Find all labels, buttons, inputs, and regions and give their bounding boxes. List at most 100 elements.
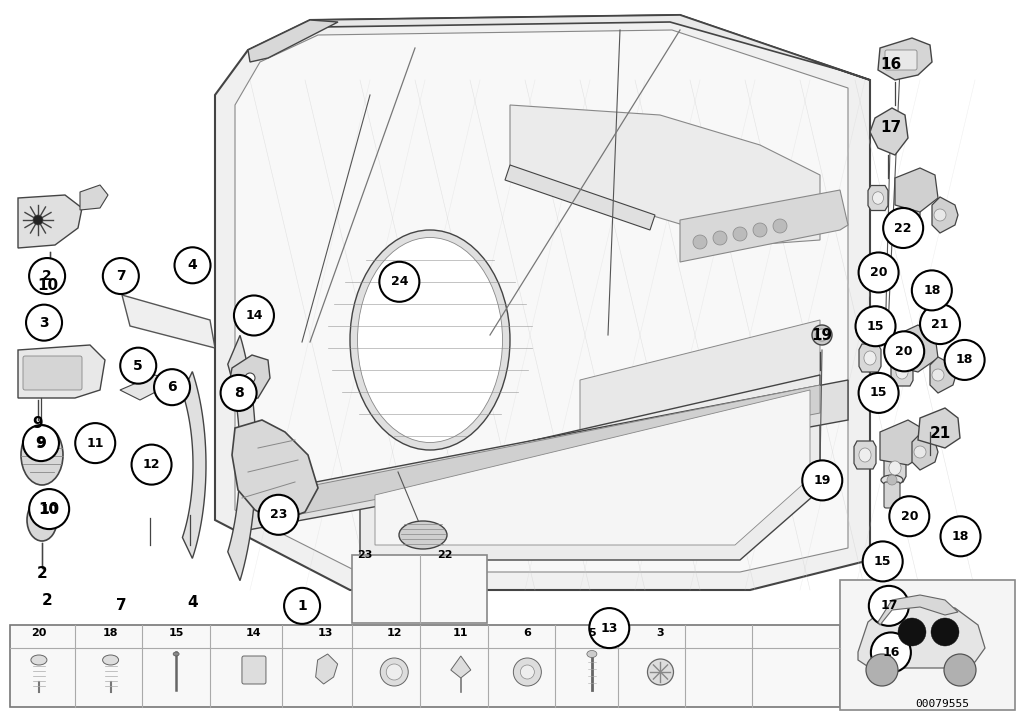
- Circle shape: [868, 586, 909, 626]
- Ellipse shape: [173, 652, 179, 656]
- Text: 15: 15: [168, 628, 184, 638]
- Circle shape: [802, 460, 843, 500]
- Circle shape: [131, 445, 172, 485]
- Polygon shape: [868, 186, 888, 211]
- Circle shape: [753, 223, 767, 237]
- Circle shape: [858, 373, 899, 413]
- Text: 5: 5: [588, 628, 596, 638]
- Polygon shape: [510, 105, 820, 245]
- Ellipse shape: [27, 499, 57, 541]
- Circle shape: [29, 258, 66, 294]
- Circle shape: [120, 348, 157, 384]
- Ellipse shape: [864, 351, 877, 365]
- Ellipse shape: [889, 461, 901, 475]
- Polygon shape: [858, 603, 985, 668]
- Ellipse shape: [357, 237, 503, 442]
- Text: 15: 15: [866, 320, 885, 333]
- Text: 3: 3: [656, 628, 665, 638]
- Text: 1: 1: [297, 599, 307, 613]
- Ellipse shape: [31, 655, 47, 665]
- Ellipse shape: [587, 650, 597, 657]
- Polygon shape: [375, 390, 810, 545]
- Text: 23: 23: [270, 508, 287, 521]
- Ellipse shape: [896, 365, 908, 379]
- Circle shape: [220, 375, 257, 411]
- Polygon shape: [880, 420, 928, 465]
- Polygon shape: [315, 654, 338, 684]
- Ellipse shape: [441, 572, 463, 582]
- Polygon shape: [912, 434, 938, 470]
- Circle shape: [855, 306, 896, 346]
- Polygon shape: [870, 108, 908, 155]
- Polygon shape: [932, 197, 958, 233]
- Circle shape: [33, 215, 43, 225]
- Text: 13: 13: [317, 628, 334, 638]
- Circle shape: [284, 588, 321, 624]
- Polygon shape: [680, 190, 848, 262]
- Text: 16: 16: [881, 57, 901, 72]
- Text: 12: 12: [386, 628, 402, 638]
- Polygon shape: [895, 168, 938, 212]
- Polygon shape: [505, 165, 655, 230]
- FancyBboxPatch shape: [10, 625, 840, 707]
- Text: 2: 2: [37, 566, 47, 581]
- Circle shape: [258, 495, 299, 535]
- Polygon shape: [451, 656, 471, 678]
- Polygon shape: [859, 344, 881, 372]
- Ellipse shape: [881, 475, 903, 485]
- Polygon shape: [248, 20, 338, 62]
- Text: 10: 10: [39, 502, 59, 516]
- Text: 16: 16: [883, 646, 899, 659]
- Text: 24: 24: [390, 275, 409, 288]
- Circle shape: [26, 305, 62, 341]
- Ellipse shape: [375, 572, 397, 582]
- FancyBboxPatch shape: [352, 555, 487, 623]
- Ellipse shape: [399, 521, 447, 549]
- Ellipse shape: [22, 425, 63, 485]
- Ellipse shape: [872, 191, 884, 204]
- Circle shape: [898, 618, 926, 646]
- Circle shape: [870, 632, 911, 673]
- Polygon shape: [182, 371, 206, 559]
- Polygon shape: [228, 355, 270, 402]
- Text: 20: 20: [895, 345, 913, 358]
- FancyBboxPatch shape: [444, 579, 460, 605]
- Polygon shape: [80, 185, 108, 210]
- Ellipse shape: [350, 230, 510, 450]
- Polygon shape: [248, 380, 848, 530]
- Polygon shape: [930, 357, 956, 393]
- Text: 18: 18: [102, 628, 119, 638]
- Text: 2: 2: [42, 594, 52, 608]
- Circle shape: [75, 423, 116, 463]
- Text: 9: 9: [36, 436, 46, 450]
- Circle shape: [914, 446, 926, 458]
- Text: 22: 22: [437, 550, 453, 560]
- Circle shape: [920, 304, 961, 344]
- Polygon shape: [122, 295, 215, 348]
- Text: 15: 15: [869, 386, 888, 399]
- Circle shape: [773, 219, 787, 233]
- Polygon shape: [227, 336, 256, 581]
- Text: 18: 18: [952, 530, 969, 543]
- Text: 18: 18: [924, 284, 940, 297]
- Ellipse shape: [859, 448, 871, 462]
- Circle shape: [713, 231, 727, 245]
- Circle shape: [379, 262, 420, 302]
- Polygon shape: [580, 320, 820, 440]
- Polygon shape: [280, 385, 820, 518]
- Text: 17: 17: [880, 599, 898, 612]
- Circle shape: [884, 331, 925, 371]
- Text: 10: 10: [38, 278, 58, 293]
- Circle shape: [233, 295, 274, 336]
- Circle shape: [693, 235, 707, 249]
- Text: 13: 13: [601, 622, 617, 635]
- Polygon shape: [900, 206, 920, 230]
- FancyBboxPatch shape: [885, 50, 918, 70]
- Circle shape: [23, 425, 59, 461]
- Polygon shape: [18, 195, 82, 248]
- FancyBboxPatch shape: [242, 656, 266, 684]
- Text: 2: 2: [42, 269, 52, 283]
- Text: 20: 20: [31, 628, 47, 638]
- Circle shape: [883, 208, 924, 248]
- Circle shape: [931, 618, 959, 646]
